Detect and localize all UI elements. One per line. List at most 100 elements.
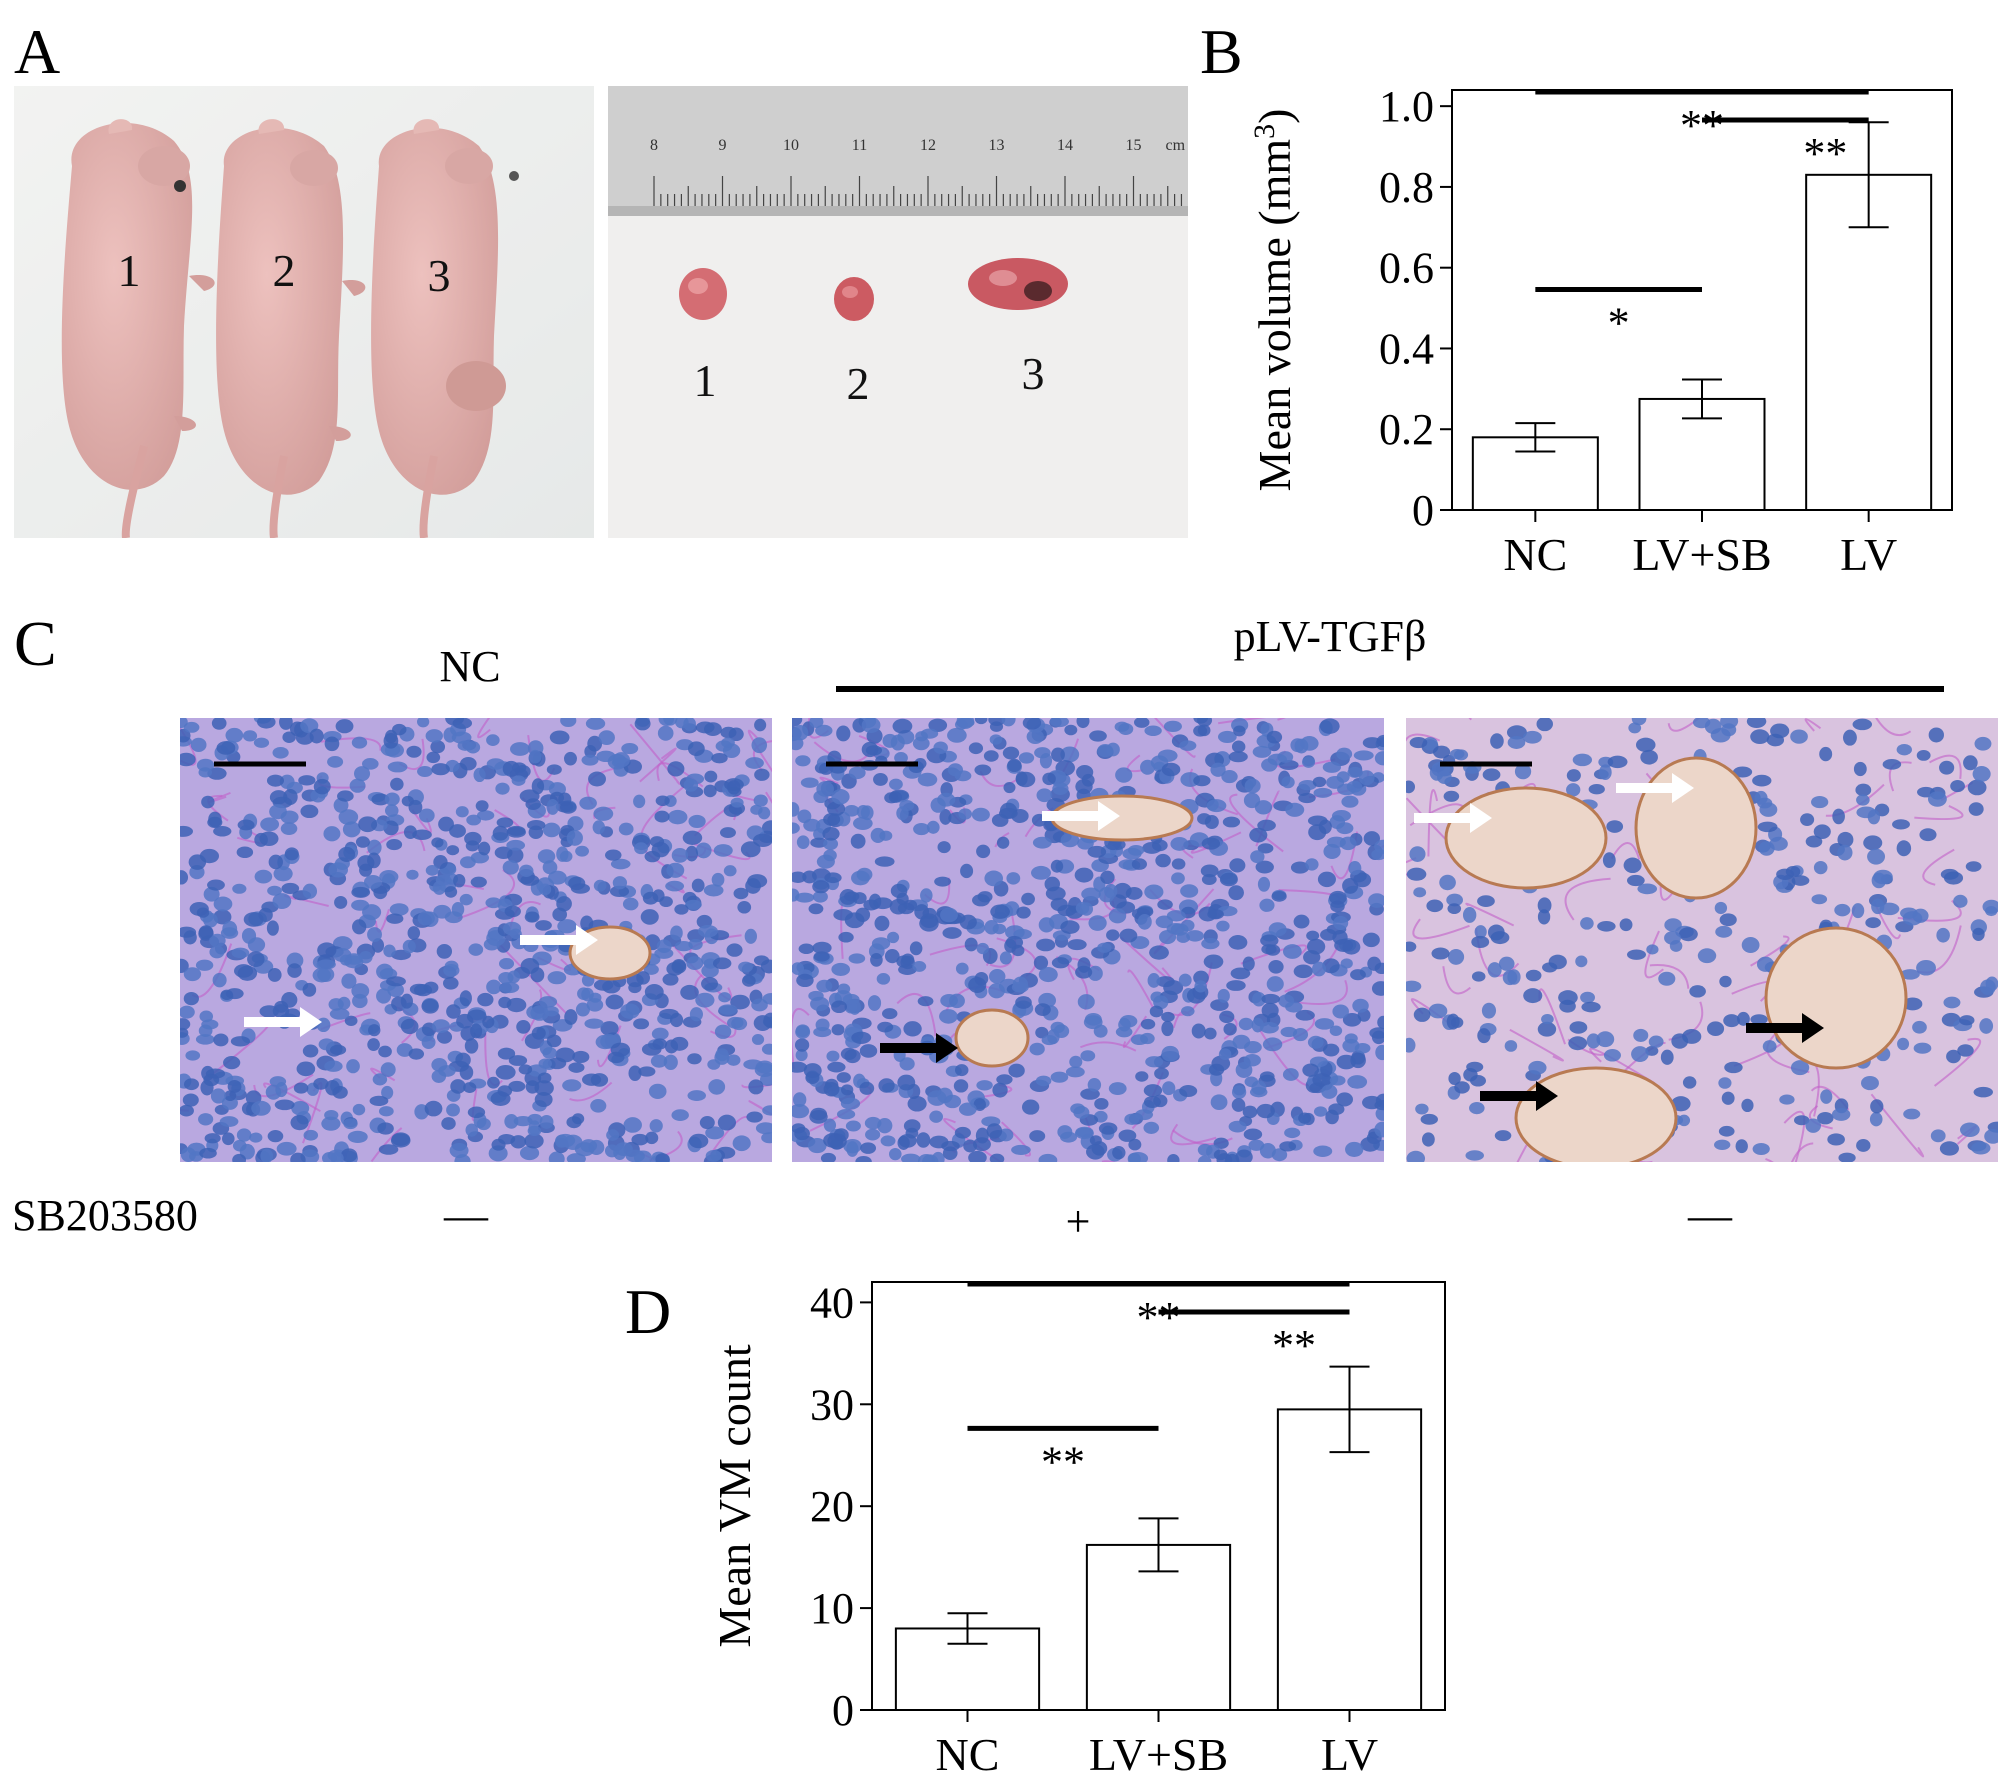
tissue-fiber [1427, 789, 1439, 857]
white-arrow [520, 925, 598, 955]
cell-nucleus [180, 1104, 194, 1117]
cell-nucleus [1490, 931, 1510, 945]
cell-nucleus [1322, 958, 1340, 974]
cell-nucleus [882, 1008, 898, 1020]
cell-nucleus [1100, 870, 1115, 885]
cell-nucleus [433, 855, 448, 870]
cell-nucleus [386, 976, 406, 987]
cell-nucleus [1201, 874, 1217, 885]
cell-nucleus [1454, 1081, 1470, 1094]
cell-nucleus [1145, 1056, 1164, 1068]
cell-nucleus [1216, 920, 1230, 932]
cell-nucleus [1837, 831, 1854, 848]
ruler-tick-label: 15 [1126, 137, 1142, 154]
mouse-label-1: 1 [118, 245, 141, 296]
cell-nucleus [557, 919, 577, 934]
cell-nucleus [180, 1018, 191, 1031]
tissue-fiber [813, 741, 870, 763]
cell-nucleus [273, 866, 293, 882]
cell-nucleus [1746, 718, 1767, 728]
cell-nucleus [1057, 904, 1077, 917]
panel-letter-d: D [625, 1276, 672, 1347]
cell-nucleus [1879, 902, 1900, 916]
cell-nucleus [687, 1090, 706, 1101]
cell-nucleus [1266, 730, 1283, 744]
cell-nucleus [971, 807, 990, 822]
cell-nucleus [939, 809, 952, 825]
cell-nucleus [1720, 718, 1739, 729]
cell-nucleus [990, 904, 1010, 919]
cell-nucleus [442, 976, 459, 990]
x-tick-label: NC [1503, 529, 1567, 580]
cell-nucleus [1328, 1103, 1345, 1116]
cell-nucleus [1626, 874, 1645, 887]
cell-nucleus [870, 953, 883, 967]
cell-nucleus [1946, 1049, 1961, 1064]
cell-nucleus [1896, 840, 1912, 857]
cell-nucleus [1522, 730, 1542, 744]
cell-nucleus [1732, 766, 1753, 778]
cell-nucleus [652, 1038, 668, 1050]
cell-nucleus [450, 1079, 466, 1094]
cell-nucleus [1298, 780, 1317, 791]
cell-nucleus [1870, 1099, 1884, 1114]
cell-nucleus [717, 1114, 737, 1131]
cell-nucleus [1504, 1040, 1518, 1052]
cell-nucleus [1374, 839, 1384, 854]
cell-nucleus [266, 774, 284, 787]
cell-nucleus [708, 1079, 726, 1095]
cell-nucleus [478, 841, 491, 856]
cell-nucleus [1222, 816, 1241, 828]
cell-nucleus [203, 886, 220, 902]
cell-nucleus [621, 742, 639, 755]
cell-nucleus [249, 1132, 263, 1143]
cell-nucleus [354, 766, 371, 782]
cell-nucleus [827, 801, 846, 817]
cell-nucleus [1242, 1105, 1258, 1119]
cell-nucleus [519, 789, 540, 803]
cell-nucleus [1136, 906, 1154, 918]
cell-nucleus [628, 1065, 642, 1081]
cell-nucleus [1298, 1112, 1312, 1124]
cell-nucleus [408, 1048, 425, 1060]
cell-nucleus [1346, 780, 1363, 793]
cell-nucleus [1252, 991, 1266, 1007]
cell-nucleus [1231, 1085, 1247, 1099]
white-arrow [1042, 801, 1120, 831]
cell-nucleus [459, 990, 472, 1007]
cell-nucleus [432, 1019, 450, 1033]
tissue-fiber [1509, 1028, 1564, 1062]
cell-nucleus [840, 1084, 854, 1096]
cell-nucleus [572, 1050, 590, 1063]
cell-nucleus [1371, 981, 1384, 996]
cell-nucleus [1506, 725, 1527, 740]
cell-nucleus [928, 718, 948, 733]
cell-nucleus [1537, 1021, 1557, 1037]
cell-nucleus [1363, 831, 1380, 846]
tumor-3 [968, 258, 1068, 310]
cell-nucleus [225, 727, 244, 743]
cell-nucleus [1927, 791, 1947, 807]
cell-nucleus [390, 1133, 411, 1148]
cell-nucleus [1322, 761, 1341, 773]
cell-nucleus [351, 736, 368, 749]
cell-nucleus [482, 1015, 495, 1029]
cell-nucleus [210, 1088, 226, 1104]
cell-nucleus [303, 1129, 319, 1141]
cell-nucleus [1633, 1028, 1649, 1042]
cell-nucleus [1303, 950, 1321, 965]
cell-nucleus [1333, 915, 1349, 931]
cell-nucleus [1266, 976, 1284, 992]
cell-nucleus [587, 735, 603, 752]
cell-nucleus [298, 775, 316, 786]
cell-nucleus [1626, 949, 1646, 960]
cell-nucleus [958, 808, 972, 820]
cell-nucleus [1076, 718, 1090, 729]
cell-nucleus [1912, 1020, 1927, 1034]
cell-nucleus [823, 837, 839, 850]
cell-nucleus [1428, 1003, 1448, 1019]
cell-nucleus [453, 873, 466, 888]
cell-nucleus [718, 1004, 738, 1015]
cell-nucleus [309, 728, 324, 744]
bar [1085, 1543, 1232, 1711]
